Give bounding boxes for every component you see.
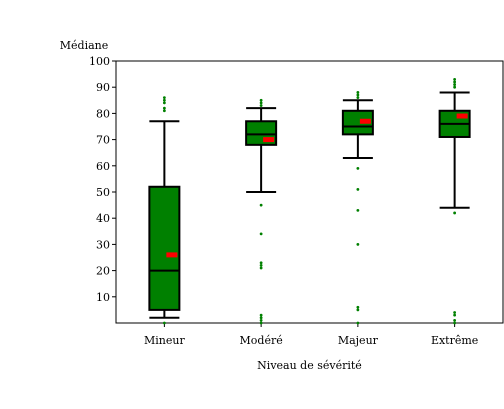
outlier-point (453, 311, 457, 314)
outlier-point (453, 313, 457, 317)
outlier-point (259, 104, 263, 107)
y-tick-label: 90 (96, 81, 110, 94)
outlier-point (453, 318, 457, 322)
outlier-point (453, 321, 457, 325)
outlier-point (259, 101, 263, 105)
axis-labels: Médiane Niveau de sévérité (60, 39, 362, 372)
mean-marker (166, 252, 178, 258)
plot-axes: 10 20 30 40 50 60 70 80 90 100 Mineur Modéré Majeur E… (89, 55, 504, 347)
outlier-point (356, 167, 360, 170)
outlier-point (259, 266, 263, 270)
outlier-point (162, 106, 166, 110)
outlier-point (162, 101, 166, 105)
outlier-point (162, 98, 166, 102)
y-tick-label: 70 (96, 134, 110, 147)
y-tick-label: 10 (96, 291, 110, 304)
x-tick-label: Extrême (431, 334, 478, 347)
y-tick-label: 60 (96, 160, 110, 173)
y-tick-label: 100 (89, 55, 110, 68)
outlier-point (453, 77, 457, 81)
outlier-point (259, 321, 263, 325)
outlier-point (356, 321, 360, 325)
y-tick-label: 80 (96, 107, 110, 120)
box-body (341, 109, 374, 136)
x-tick-label: Majeur (338, 334, 379, 347)
outlier-point (356, 91, 360, 94)
y-tick-label: 30 (96, 238, 110, 251)
y-tick-label: 40 (96, 212, 110, 225)
x-tick-label: Modéré (240, 334, 283, 347)
mean-marker (263, 137, 275, 143)
outlier-point (259, 318, 263, 322)
outlier-point (356, 96, 360, 100)
outlier-point (356, 243, 360, 246)
box-body (148, 185, 181, 311)
box-series (148, 77, 471, 325)
y-tick-label: 50 (96, 186, 110, 199)
y-axis-label: Médiane (60, 39, 109, 52)
outlier-point (162, 109, 166, 113)
outlier-point (259, 98, 263, 102)
outlier-point (259, 261, 263, 265)
outlier-point (356, 305, 360, 309)
outlier-point (162, 96, 166, 100)
outlier-point (356, 187, 360, 191)
outlier-point (356, 93, 360, 97)
x-tick-label: Mineur (144, 334, 185, 347)
x-axis-label: Niveau de sévérité (257, 359, 362, 372)
outlier-point (453, 80, 457, 84)
outlier-point (259, 263, 263, 267)
outlier-point (356, 208, 360, 212)
y-tick-label: 20 (96, 265, 110, 278)
outlier-point (162, 321, 166, 325)
outlier-point (259, 203, 263, 207)
outlier-point (453, 83, 457, 86)
outlier-point (453, 85, 457, 89)
outlier-point (259, 313, 263, 317)
outlier-point (259, 316, 263, 320)
outlier-point (259, 232, 263, 236)
mean-marker (359, 118, 371, 124)
outlier-point (453, 211, 457, 215)
outlier-point (356, 308, 360, 312)
mean-marker (456, 113, 468, 119)
